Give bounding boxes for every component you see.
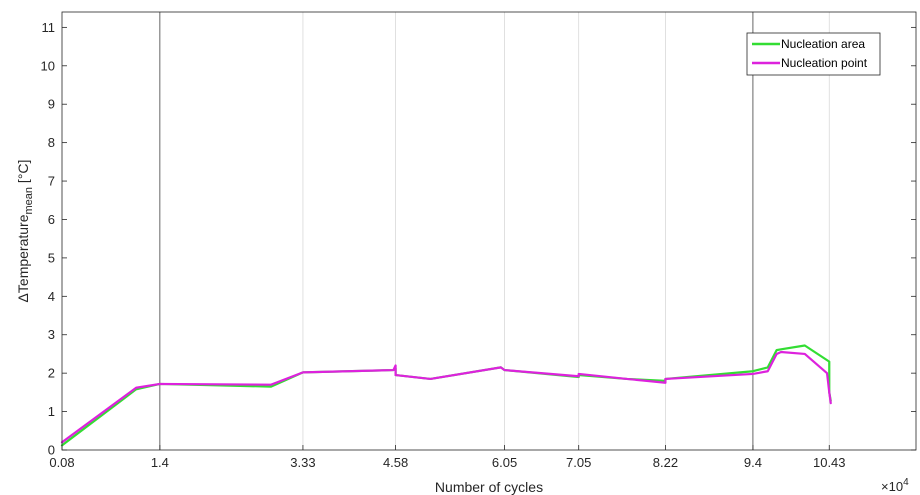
tick-layer — [61, 26, 916, 451]
x-tick-label: 4.58 — [383, 455, 408, 470]
y-tick-label: 9 — [48, 97, 55, 112]
y-tick-label: 5 — [48, 250, 55, 265]
y-tick-label: 0 — [48, 443, 55, 458]
y-tick-label: 3 — [48, 327, 55, 342]
y-tick-label: 11 — [42, 20, 56, 35]
x-tick-label: 9.4 — [744, 455, 762, 470]
x-tick-label: 6.05 — [492, 455, 517, 470]
x-tick-label: 10.43 — [813, 455, 846, 470]
legend-label-nucleation-area: Nucleation area — [781, 37, 865, 51]
legend: Nucleation area Nucleation point — [746, 32, 881, 76]
legend-label-nucleation-point: Nucleation point — [781, 56, 868, 70]
x-tick-label: 0.08 — [49, 455, 74, 470]
x-tick-label: 1.4 — [151, 455, 169, 470]
y-tick-labels: 0 1 2 3 4 5 6 7 8 9 10 11 — [41, 20, 55, 458]
x-tick-label: 8.22 — [653, 455, 678, 470]
plot-frame — [61, 11, 917, 451]
x-axis-exponent: ×104 — [881, 477, 909, 494]
y-tick-label: 10 — [41, 58, 55, 73]
y-tick-label: 8 — [48, 135, 55, 150]
y-axis-label-sub: mean — [23, 187, 35, 215]
y-axis-label: ΔTemperaturemean [°C] — [15, 160, 35, 303]
x-tick-labels: 0.08 1.4 3.33 4.58 6.05 7.05 8.22 9.4 10.43 — [49, 455, 845, 470]
series-line-nucleation-point — [60, 350, 832, 444]
x-axis-exponent-base: ×10 — [881, 479, 903, 494]
plot-area — [62, 12, 916, 450]
y-axis-label-unit: [°C] — [15, 160, 31, 187]
x-tick-label: 3.33 — [290, 455, 315, 470]
series-layer — [60, 344, 832, 447]
y-tick-label: 6 — [48, 212, 55, 227]
y-axis-label-main: ΔTemperature — [15, 214, 31, 302]
y-tick-label: 2 — [48, 366, 55, 381]
y-tick-label: 1 — [48, 404, 55, 419]
legend-box — [746, 32, 881, 76]
x-axis-label: Number of cycles — [435, 479, 543, 495]
y-tick-label: 7 — [48, 174, 55, 189]
y-tick-label: 4 — [48, 289, 55, 304]
x-axis-exponent-power: 4 — [903, 477, 909, 488]
x-tick-label: 7.05 — [566, 455, 591, 470]
